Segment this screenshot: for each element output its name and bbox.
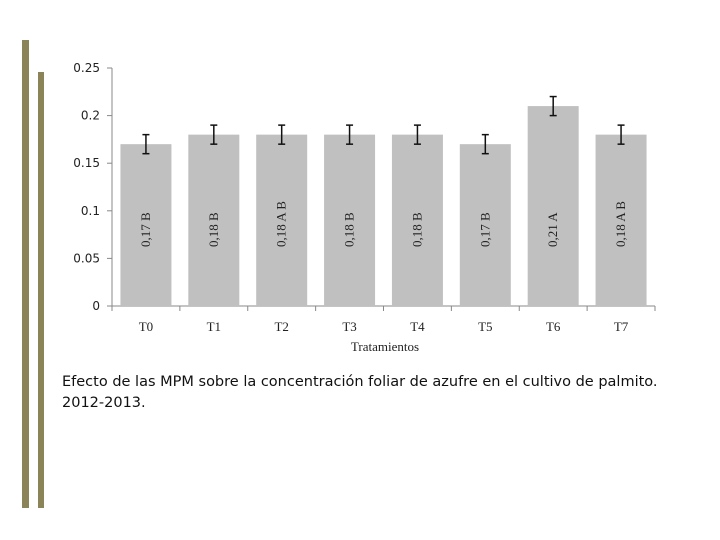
error-bar-t4 <box>413 124 421 145</box>
bar-t6 <box>527 106 579 306</box>
bar-data-label: 0,21 A <box>545 212 560 247</box>
y-tick-label: 0.1 <box>81 204 100 218</box>
y-tick-label: 0.15 <box>73 156 100 170</box>
bar-data-label: 0,18 A B <box>274 201 289 247</box>
x-tick-label: T7 <box>614 319 629 334</box>
error-bar-t2 <box>278 124 286 145</box>
bar-data-label: 0,17 B <box>138 212 153 247</box>
chart-axes: 0 0.05 0.1 0.15 0.2 0.25 <box>73 61 656 313</box>
error-bar-t0 <box>142 133 150 155</box>
bar-data-label: 0,18 B <box>342 212 357 247</box>
bar-t0 <box>120 144 172 306</box>
x-tick-label: T6 <box>546 319 561 334</box>
bar-data-label: 0,18 A B <box>613 201 628 247</box>
bar-data-label: 0,17 B <box>477 212 492 247</box>
y-tick-label: 0 <box>92 299 100 313</box>
bar-t1 <box>188 134 240 306</box>
bar-t4 <box>391 134 443 306</box>
x-tick-label: T0 <box>139 319 153 334</box>
x-axis-title: Tratamientos <box>351 339 419 354</box>
y-tick-label: 0.2 <box>81 109 100 123</box>
figure-caption: Efecto de las MPM sobre la concentración… <box>62 374 658 411</box>
bar-t7 <box>595 134 647 306</box>
error-bar-t6 <box>549 95 557 117</box>
y-tick-label: 0.25 <box>73 61 100 75</box>
decorative-vertical-bar <box>22 40 29 508</box>
y-tick-label: 0.05 <box>73 251 100 265</box>
error-bar-t3 <box>346 124 354 145</box>
decorative-vertical-bar-inner <box>38 72 44 508</box>
x-tick-label: T4 <box>410 319 425 334</box>
chart-bars <box>120 95 647 306</box>
bar-t2 <box>256 134 308 306</box>
x-tick-label: T2 <box>274 319 288 334</box>
bar-t5 <box>459 144 511 306</box>
x-tick-label: T5 <box>478 319 492 334</box>
bar-data-label: 0,18 B <box>409 212 424 247</box>
x-tick-label: T1 <box>207 319 221 334</box>
bar-data-label: 0,18 B <box>206 212 221 247</box>
x-tick-label: T3 <box>342 319 356 334</box>
chart-labels: 0,17 B T0 0,18 B T1 0,18 A B T2 0,18 B T3 0,18 B… <box>138 201 629 334</box>
error-bar-t5 <box>481 133 489 155</box>
error-bar-t1 <box>210 124 218 145</box>
bar-t3 <box>324 134 376 306</box>
error-bar-t7 <box>617 124 625 145</box>
